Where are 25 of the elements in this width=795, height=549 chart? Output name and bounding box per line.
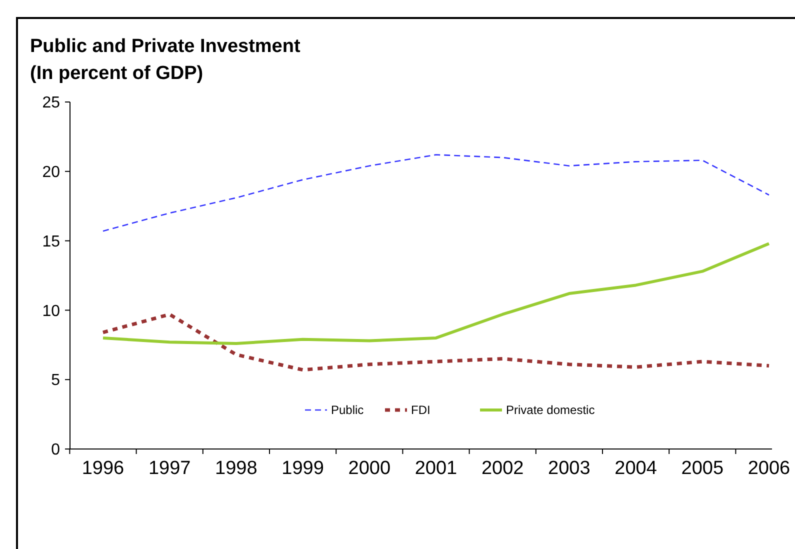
x-tick-label: 2006 (748, 458, 790, 479)
x-tick-label: 2000 (348, 458, 391, 479)
x-tick-label: 2003 (548, 458, 590, 479)
legend-label: FDI (411, 403, 430, 418)
line-series (101, 312, 771, 372)
y-tick-label: 10 (42, 302, 60, 320)
x-tick-label: 2004 (614, 458, 658, 479)
x-tick-label: 1997 (148, 458, 191, 479)
line-series (102, 242, 770, 346)
legend-label: Private domestic (506, 403, 595, 418)
y-tick-label: 15 (42, 233, 60, 250)
x-tick-label: 2002 (481, 458, 524, 479)
x-tick-label: 1998 (215, 458, 258, 479)
x-tick-label: 2005 (681, 458, 724, 479)
line-series (102, 154, 770, 232)
chart-subtitle: (In percent of GDP) (30, 63, 204, 84)
chart-title: Public and Private Investment (30, 36, 301, 57)
x-tick-label: 1999 (282, 458, 324, 479)
y-tick-label: 20 (42, 164, 60, 181)
legend-label: Public (331, 403, 364, 418)
y-tick-label: 5 (51, 372, 60, 390)
x-tick-label: 2001 (414, 458, 458, 479)
y-tick-label: 25 (42, 94, 60, 112)
y-tick-label: 0 (51, 442, 60, 459)
x-tick-label: 1996 (82, 458, 124, 479)
